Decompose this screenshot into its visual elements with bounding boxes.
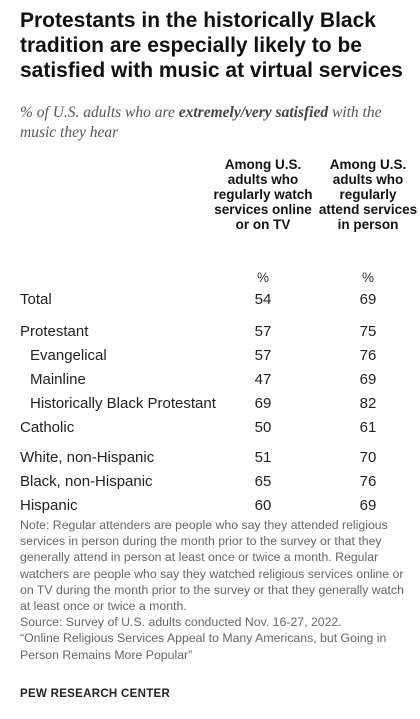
column-unit-in-person: % bbox=[361, 270, 374, 285]
row-label: Evangelical bbox=[30, 347, 107, 364]
row-label: White, non-Hispanic bbox=[20, 449, 155, 466]
value-in-person: 61 bbox=[359, 419, 377, 436]
subtitle-emphasis: extremely/very satisfied bbox=[178, 104, 329, 121]
value-in-person: 76 bbox=[359, 473, 377, 490]
value-in-person: 70 bbox=[359, 449, 377, 466]
row-label: Catholic bbox=[20, 419, 75, 436]
row-label: Total bbox=[20, 291, 52, 308]
table-row-protestant: Protestant 57 75 bbox=[0, 320, 420, 344]
table-row-black: Black, non-Hispanic 65 76 bbox=[0, 470, 420, 494]
value-in-person: 69 bbox=[359, 291, 377, 308]
column-header-online: Among U.S. adults who regularly watch se… bbox=[213, 157, 313, 232]
note-text: Note: Regular attenders are people who s… bbox=[20, 518, 404, 614]
row-label: Black, non-Hispanic bbox=[20, 473, 153, 490]
value-in-person: 76 bbox=[359, 347, 377, 364]
value-online: 47 bbox=[254, 371, 272, 388]
value-online: 50 bbox=[254, 419, 272, 436]
table-row-white: White, non-Hispanic 51 70 bbox=[0, 446, 420, 470]
row-label: Historically Black Protestant bbox=[30, 395, 216, 412]
value-in-person: 82 bbox=[359, 395, 377, 412]
table-row-historically-black-protestant: Historically Black Protestant 69 82 bbox=[0, 392, 420, 416]
row-label: Protestant bbox=[20, 323, 89, 340]
row-label: Hispanic bbox=[20, 497, 78, 514]
chart-notes: Note: Regular attenders are people who s… bbox=[20, 517, 405, 663]
subtitle-text: % of U.S. adults who are bbox=[20, 104, 179, 121]
value-online: 57 bbox=[254, 323, 272, 340]
row-label: Mainline bbox=[30, 371, 86, 388]
chart-title: Protestants in the historically Black tr… bbox=[20, 9, 403, 82]
value-online: 69 bbox=[254, 395, 272, 412]
column-header-in-person: Among U.S. adults who regularly attend s… bbox=[318, 157, 418, 232]
value-online: 54 bbox=[254, 291, 272, 308]
table-row-catholic: Catholic 50 61 bbox=[0, 416, 420, 440]
report-title: “Online Religious Services Appeal to Man… bbox=[20, 631, 387, 662]
source-text: Source: Survey of U.S. adults conducted … bbox=[20, 615, 342, 630]
table-row-evangelical: Evangelical 57 76 bbox=[0, 344, 420, 368]
value-online: 65 bbox=[254, 473, 272, 490]
value-in-person: 69 bbox=[359, 371, 377, 388]
value-online: 60 bbox=[254, 497, 272, 514]
value-online: 57 bbox=[254, 347, 272, 364]
value-online: 51 bbox=[254, 449, 272, 466]
table-row-total: Total 54 69 bbox=[0, 288, 420, 312]
table-row-mainline: Mainline 47 69 bbox=[0, 368, 420, 392]
value-in-person: 69 bbox=[359, 497, 377, 514]
value-in-person: 75 bbox=[359, 323, 377, 340]
subtitle-text-end: with the music they hear bbox=[20, 104, 382, 141]
column-unit-online: % bbox=[256, 270, 269, 285]
chart-subtitle: % of U.S. adults who are extremely/very … bbox=[20, 103, 410, 143]
table-row-hispanic: Hispanic 60 69 bbox=[0, 494, 420, 518]
pew-logo-text: PEW RESEARCH CENTER bbox=[20, 688, 171, 700]
